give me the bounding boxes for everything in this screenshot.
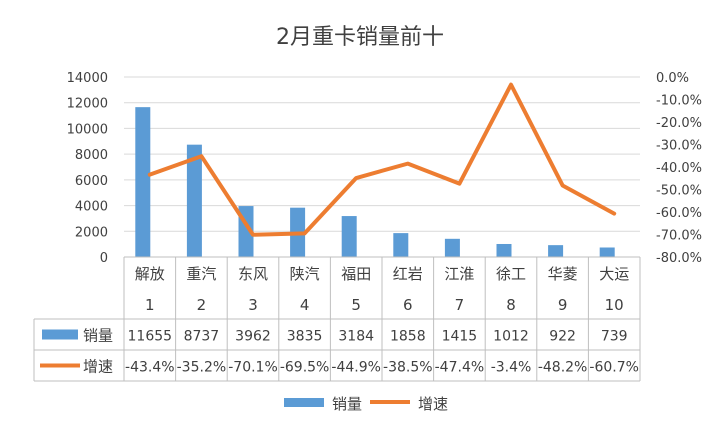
chart-title: 2月重卡销量前十	[276, 25, 444, 50]
right-tick-label: -30.0%	[656, 139, 702, 154]
rank-label: 3	[248, 296, 258, 314]
right-tick-label: -60.0%	[656, 206, 702, 221]
table-series-name: 增速	[83, 358, 113, 376]
right-tick-label: -40.0%	[656, 161, 702, 176]
category-label: 江淮	[444, 265, 474, 283]
data-table: 解放 1 重汽 2 东风 3 陕汽 4 福田 5 红岩 6 江淮 7 徐工 8 华菱 9 大运 10 销量 11655 87…	[34, 257, 640, 381]
rank-label: 1	[145, 296, 155, 314]
right-tick-label: 0.0%	[656, 71, 689, 86]
rank-label: 4	[300, 296, 310, 314]
category-label: 红岩	[393, 265, 423, 283]
category-label: 解放	[135, 265, 165, 283]
table-value: -38.5%	[383, 360, 433, 376]
rank-label: 7	[455, 296, 465, 314]
bar	[548, 245, 563, 257]
line-path	[150, 85, 614, 235]
table-value: 1858	[390, 329, 426, 345]
table-value: -48.2%	[538, 360, 588, 376]
left-tick-label: 4000	[75, 200, 108, 215]
table-legend-key	[42, 330, 78, 340]
table-value: -69.5%	[280, 360, 330, 376]
bar	[445, 239, 460, 257]
bar	[600, 247, 615, 257]
category-label: 徐工	[496, 265, 526, 283]
category-label: 陕汽	[290, 265, 320, 283]
table-value: 3184	[338, 329, 374, 345]
table-value: -44.9%	[331, 360, 381, 376]
rank-label: 8	[506, 296, 516, 314]
table-value: 922	[549, 329, 576, 345]
table-value: 8737	[184, 329, 220, 345]
bar	[135, 107, 150, 257]
table-value: 3962	[235, 329, 271, 345]
left-tick-label: 8000	[75, 148, 108, 163]
left-tick-label: 12000	[67, 97, 108, 112]
table-value: -43.4%	[125, 360, 175, 376]
category-label: 东风	[238, 265, 268, 283]
category-label: 大运	[599, 265, 629, 283]
table-value: 1012	[493, 329, 529, 345]
category-label: 福田	[341, 265, 371, 283]
category-label: 华菱	[548, 265, 578, 283]
legend-label: 增速	[418, 395, 448, 413]
left-tick-label: 14000	[67, 71, 108, 86]
rank-label: 9	[558, 296, 568, 314]
bar	[497, 244, 512, 257]
table-value: 11655	[128, 329, 173, 345]
rank-label: 5	[351, 296, 361, 314]
rank-label: 2	[197, 296, 207, 314]
right-tick-label: -80.0%	[656, 251, 702, 266]
table-value: -47.4%	[435, 360, 485, 376]
table-value: 739	[601, 329, 628, 345]
table-value: -3.4%	[491, 360, 532, 376]
legend: 销量 增速	[284, 395, 448, 413]
left-tick-label: 10000	[67, 122, 108, 137]
right-tick-label: -10.0%	[656, 94, 702, 109]
left-tick-label: 2000	[75, 225, 108, 240]
rank-label: 6	[403, 296, 413, 314]
left-tick-label: 6000	[75, 174, 108, 189]
left-tick-label: 0	[100, 251, 108, 266]
table-series-name: 销量	[83, 327, 113, 345]
table-value: 1415	[442, 329, 478, 345]
line-series	[150, 85, 615, 235]
table-value: -70.1%	[228, 360, 278, 376]
right-tick-label: -20.0%	[656, 116, 702, 131]
right-tick-label: -50.0%	[656, 184, 702, 199]
table-value: -60.7%	[589, 360, 639, 376]
legend-key-bar	[284, 398, 324, 407]
right-tick-label: -70.0%	[656, 229, 702, 244]
bar	[393, 233, 408, 257]
legend-label: 销量	[332, 395, 362, 413]
table-value: 3835	[287, 329, 323, 345]
table-value: -35.2%	[177, 360, 227, 376]
category-label: 重汽	[186, 265, 216, 283]
rank-label: 10	[605, 296, 624, 314]
bar	[342, 216, 357, 257]
bar-series	[135, 107, 614, 257]
